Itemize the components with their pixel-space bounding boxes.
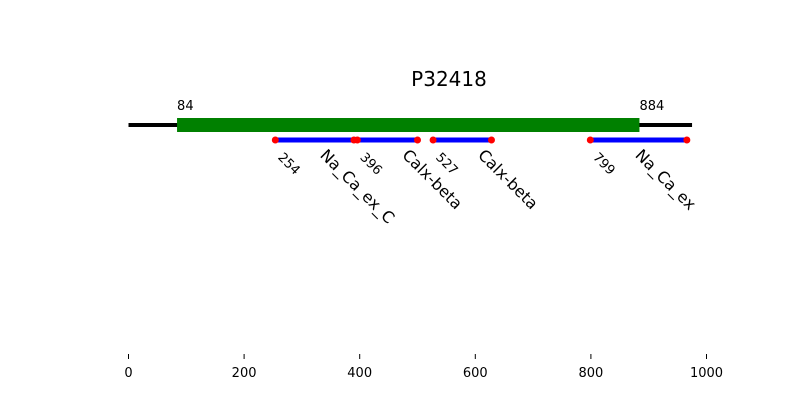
x-tick-label: 0: [124, 366, 132, 381]
domain-start-marker: [586, 136, 594, 144]
domain-start-label: 254: [274, 150, 302, 178]
domain-end-marker: [487, 136, 495, 144]
x-tick-label: 800: [578, 366, 603, 381]
x-axis: 0 200 400 600 800 1000: [124, 354, 723, 381]
x-tick-label: 600: [463, 366, 488, 381]
domain-end-marker: [683, 136, 691, 144]
domain-end-marker: [414, 136, 421, 144]
domain-name-label: Calx-beta: [399, 145, 467, 213]
region-end-label: 884: [639, 99, 664, 114]
chart-title: P32418: [411, 67, 487, 91]
x-tick-label: 400: [347, 366, 372, 381]
domain-start-marker: [353, 136, 361, 144]
domain-start-marker: [271, 136, 279, 144]
region-start-label: 84: [177, 99, 194, 114]
domain-name-label: Calx-beta: [474, 145, 542, 213]
domain-start-marker: [429, 136, 437, 144]
region-bar: [177, 118, 640, 132]
domain-name-label: Na_Ca_ex_C: [316, 145, 399, 228]
domain-name-label: Na_Ca_ex: [631, 145, 700, 214]
domain-start-label: 396: [357, 150, 385, 178]
x-tick-label: 1000: [690, 366, 723, 381]
domain-start-label: 799: [589, 150, 617, 178]
x-tick-label: 200: [232, 366, 257, 381]
